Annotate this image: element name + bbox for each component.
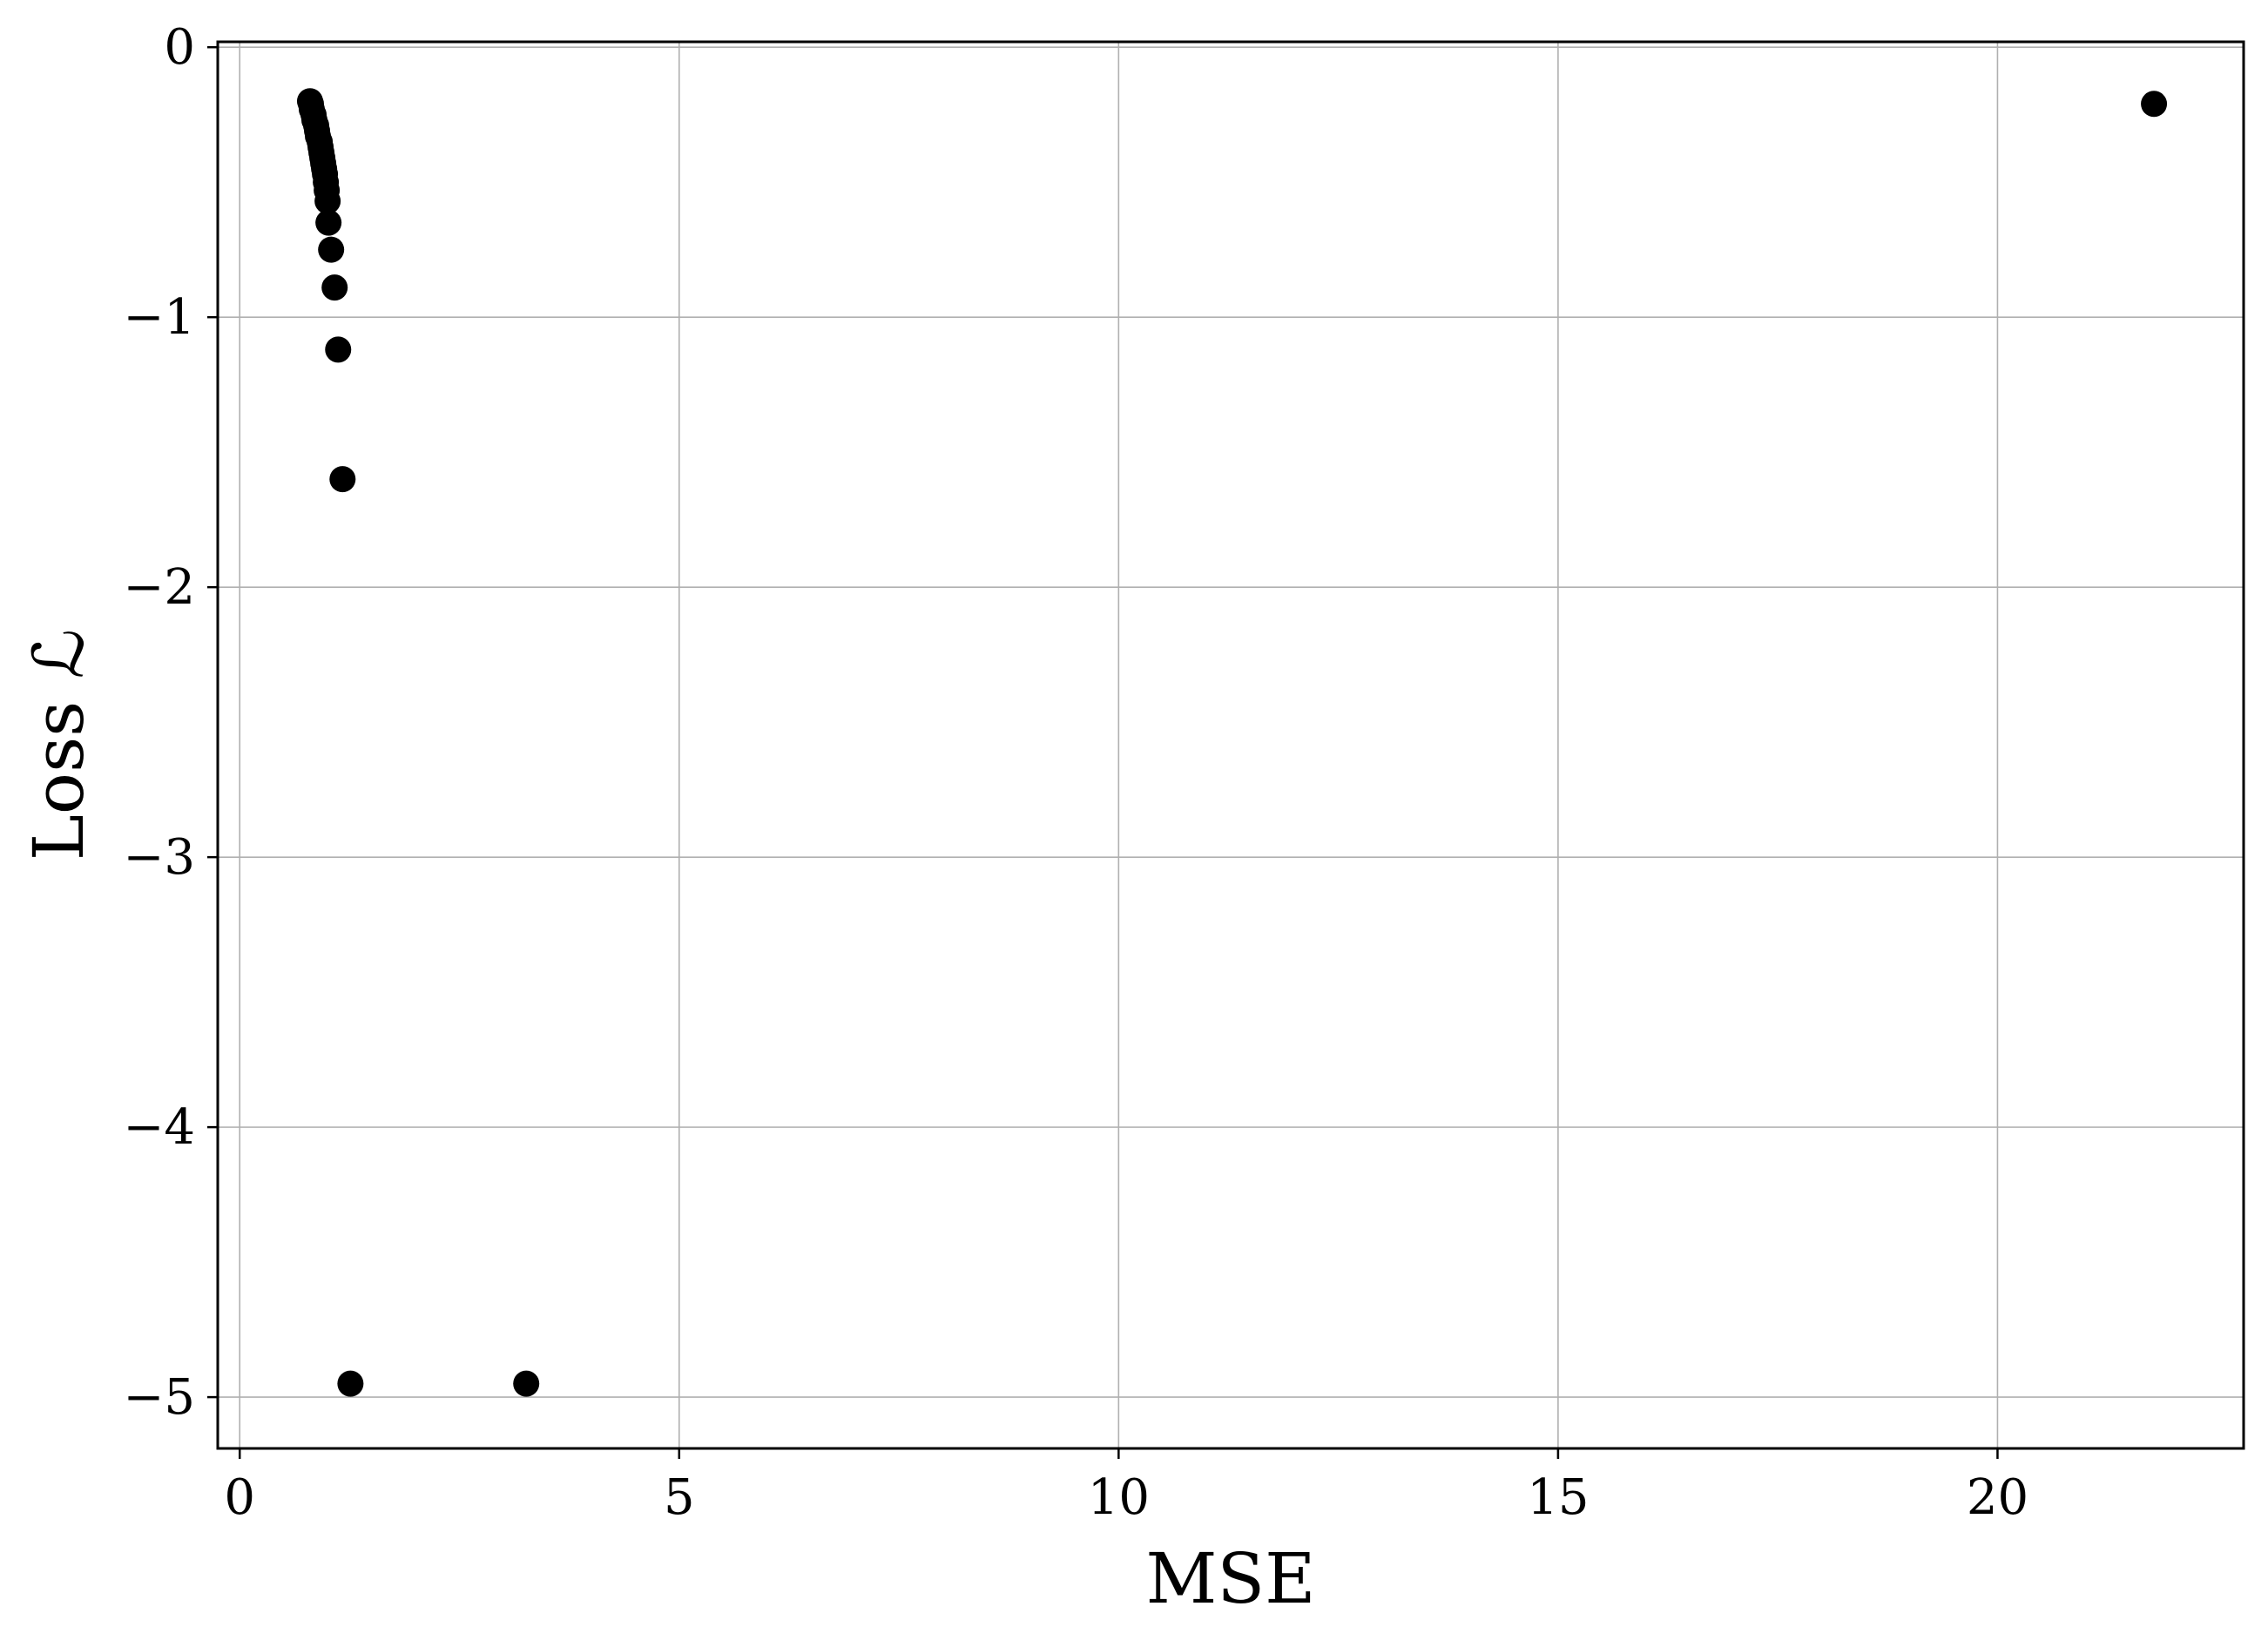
x-tick-label: 0 [224, 1469, 255, 1526]
y-tick-label: −4 [123, 1099, 195, 1156]
x-tick-label: 10 [1088, 1469, 1150, 1526]
y-tick-label: 0 [164, 19, 195, 76]
x-axis-title: MSE [1145, 1538, 1315, 1619]
plot-frame [216, 40, 2245, 1450]
data-point [325, 336, 352, 363]
data-point [337, 1370, 364, 1397]
data-point [315, 209, 342, 236]
x-tick-label: 20 [1967, 1469, 2028, 1526]
data-points [296, 88, 2168, 1397]
data-point [2141, 91, 2168, 118]
y-tick-label: −5 [123, 1369, 195, 1426]
axes [216, 40, 2245, 1450]
x-tick-label: 5 [664, 1469, 695, 1526]
y-tick-label: −2 [123, 559, 195, 616]
ticks: 0 5 10 15 20 0 −1 −2 −3 −4 −5 [123, 19, 2028, 1526]
data-point [318, 236, 345, 263]
data-point [513, 1370, 540, 1397]
y-tick-label: −1 [123, 289, 195, 346]
data-point [321, 274, 348, 301]
x-tick-label: 15 [1527, 1469, 1589, 1526]
y-axis-title: Loss ℒ [18, 629, 99, 861]
y-tick-label: −3 [123, 829, 195, 886]
grid [218, 42, 2244, 1448]
data-point [314, 187, 341, 214]
data-point [329, 466, 356, 493]
